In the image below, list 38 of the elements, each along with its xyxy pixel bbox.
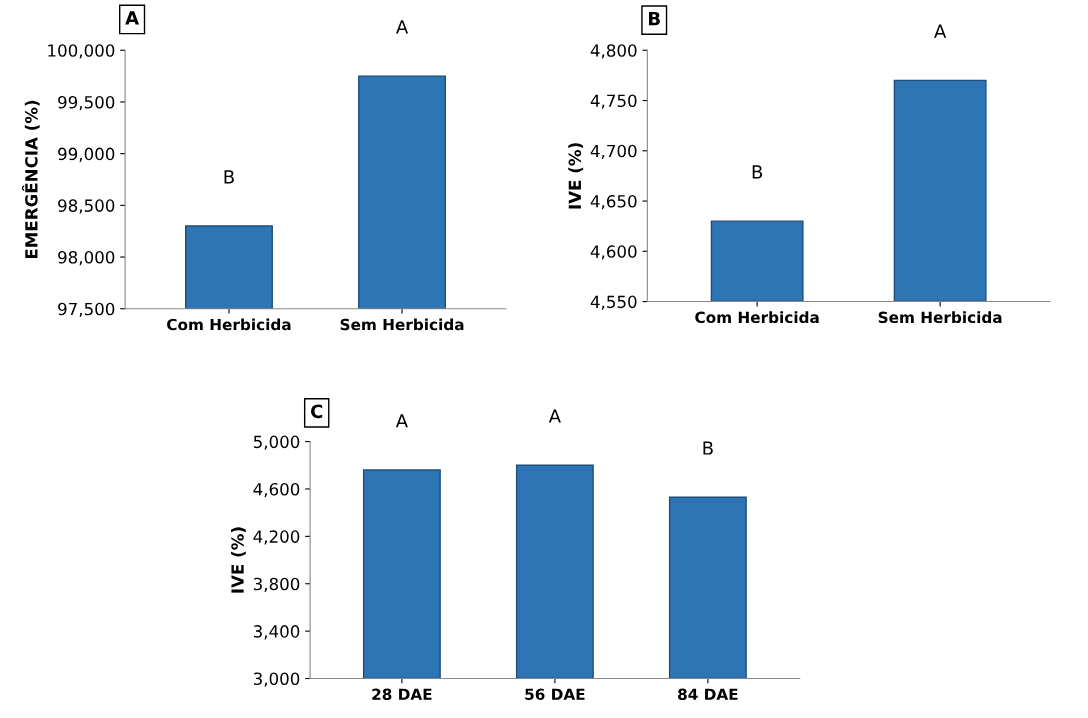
y-tick-label: 97,500 xyxy=(58,302,115,318)
annotation: B xyxy=(224,170,234,184)
y-axis-title: IVE (%) xyxy=(568,143,584,209)
y-tick-label: 4,600 xyxy=(253,482,300,498)
x-tick-label: Sem Herbicida xyxy=(878,311,1002,324)
y-tick-label: 4,700 xyxy=(590,144,637,160)
x-tick-label: 28 DAE xyxy=(372,688,432,701)
chart-title: C xyxy=(310,404,323,419)
y-axis-title: IVE (%) xyxy=(230,527,246,593)
y-tick-label: 4,800 xyxy=(590,44,637,59)
y-tick-label: 4,600 xyxy=(590,245,637,260)
y-tick-label: 3,400 xyxy=(253,625,300,640)
y-axis-title: EMERGÊNCIA (%) xyxy=(22,100,40,259)
annotation: A xyxy=(548,409,561,423)
annotation: B xyxy=(752,165,763,179)
x-tick-label: Com Herbicida xyxy=(167,318,291,331)
annotation: A xyxy=(934,24,947,38)
annotation: A xyxy=(395,414,408,428)
x-tick-label: 56 DAE xyxy=(525,688,585,701)
y-tick-label: 4,650 xyxy=(590,195,637,210)
y-tick-label: 4,750 xyxy=(590,94,637,109)
y-tick-label: 99,500 xyxy=(58,95,115,111)
y-tick-label: 3,800 xyxy=(253,577,300,592)
y-tick-label: 5,000 xyxy=(253,435,300,450)
x-tick-label: 84 DAE xyxy=(678,688,738,701)
y-tick-label: 3,000 xyxy=(253,672,300,687)
y-tick-label: 99,000 xyxy=(58,147,115,162)
x-tick-label: Sem Herbicida xyxy=(340,318,464,331)
y-tick-label: 98,500 xyxy=(58,199,115,214)
annotation: A xyxy=(396,20,409,34)
y-tick-label: 100,000 xyxy=(48,44,115,59)
annotation: B xyxy=(703,441,713,455)
x-tick-label: Com Herbicida xyxy=(695,311,819,324)
y-tick-label: 4,200 xyxy=(253,530,300,545)
chart-title: A xyxy=(125,11,140,25)
y-tick-label: 98,000 xyxy=(58,251,115,266)
y-tick-label: 4,550 xyxy=(590,295,637,310)
chart-title: B xyxy=(649,11,660,26)
